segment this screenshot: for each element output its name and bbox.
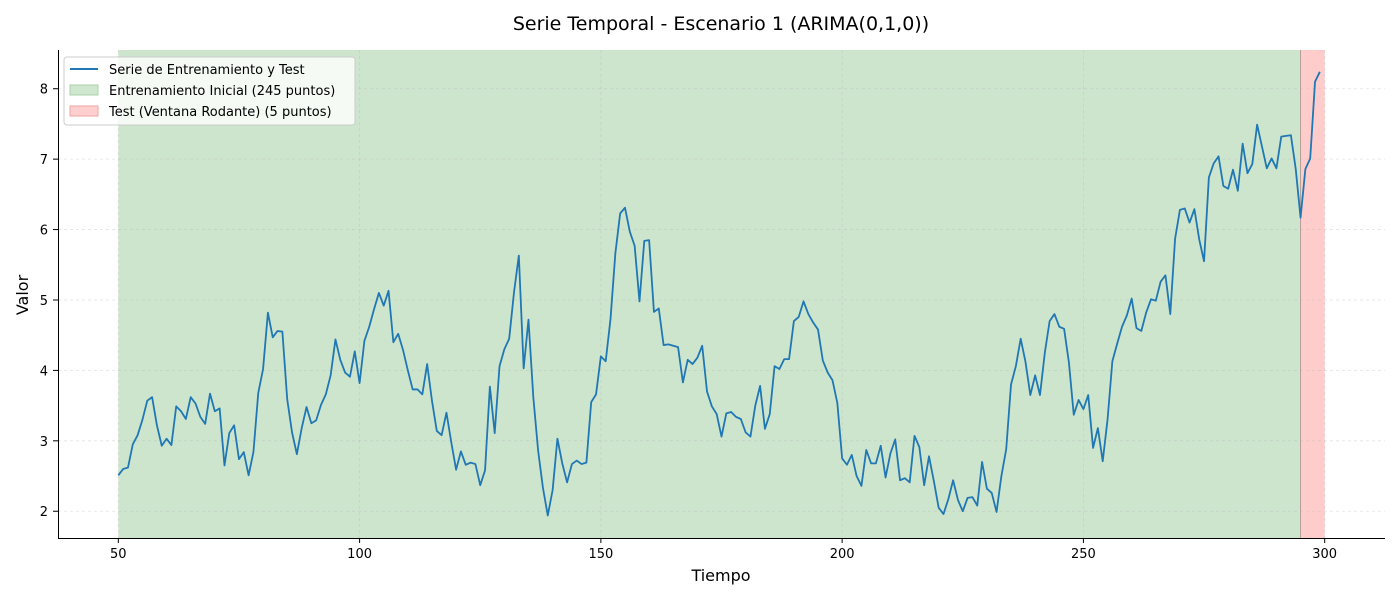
x-tick-label: 150 — [588, 547, 613, 562]
series-lines — [117, 71, 1321, 517]
legend-swatch-training — [69, 84, 99, 96]
series-line-0 — [117, 71, 1321, 517]
axes — [58, 50, 1385, 539]
grid-lines — [58, 50, 1385, 538]
x-tick-label: 300 — [1312, 547, 1337, 562]
legend-swatch-test — [69, 105, 99, 117]
x-tick-label: 250 — [1071, 547, 1096, 562]
y-tick-label: 6 — [40, 224, 48, 239]
x-tick-label: 100 — [347, 547, 372, 562]
chart-title: Serie Temporal - Escenario 1 (ARIMA(0,1,… — [513, 13, 929, 35]
x-tick-label: 200 — [830, 547, 855, 562]
legend-label-series: Serie de Entrenamiento y Test — [109, 63, 305, 78]
legend-label-training: Entrenamiento Inicial (245 puntos) — [109, 84, 335, 99]
legend-box — [63, 56, 356, 126]
x-tick-label: 50 — [110, 547, 127, 562]
legend: Serie de Entrenamiento y Test Entrenamie… — [63, 56, 356, 126]
y-tick-label: 5 — [40, 294, 48, 309]
shaded-regions — [118, 50, 1325, 538]
legend-label-test: Test (Ventana Rodante) (5 puntos) — [108, 105, 332, 120]
y-tick-label: 2 — [40, 505, 48, 520]
y-tick-label: 3 — [40, 435, 48, 450]
y-tick-label: 8 — [40, 83, 48, 98]
y-tick-label: 4 — [40, 364, 48, 379]
tick-marks: 50 100 150 200 250 300 2 3 4 5 6 7 8 — [40, 83, 1337, 562]
x-axis-label: Tiempo — [690, 566, 750, 585]
y-tick-label: 7 — [40, 153, 48, 168]
y-axis-label: Valor — [13, 274, 32, 315]
